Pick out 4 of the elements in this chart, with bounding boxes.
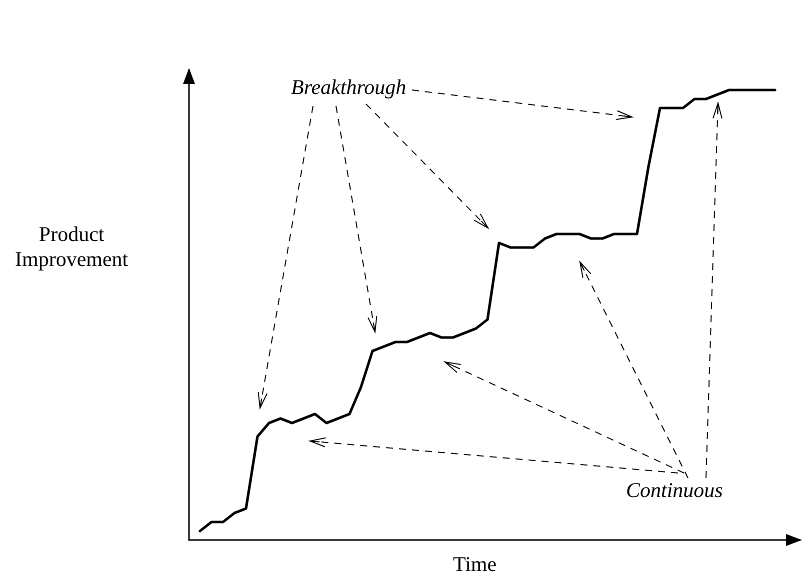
annotation: Breakthrough [291, 75, 406, 100]
annotation: Continuous [626, 478, 723, 503]
y-axis-title: Product Improvement [15, 222, 128, 272]
x-axis-title: Time [453, 552, 497, 577]
